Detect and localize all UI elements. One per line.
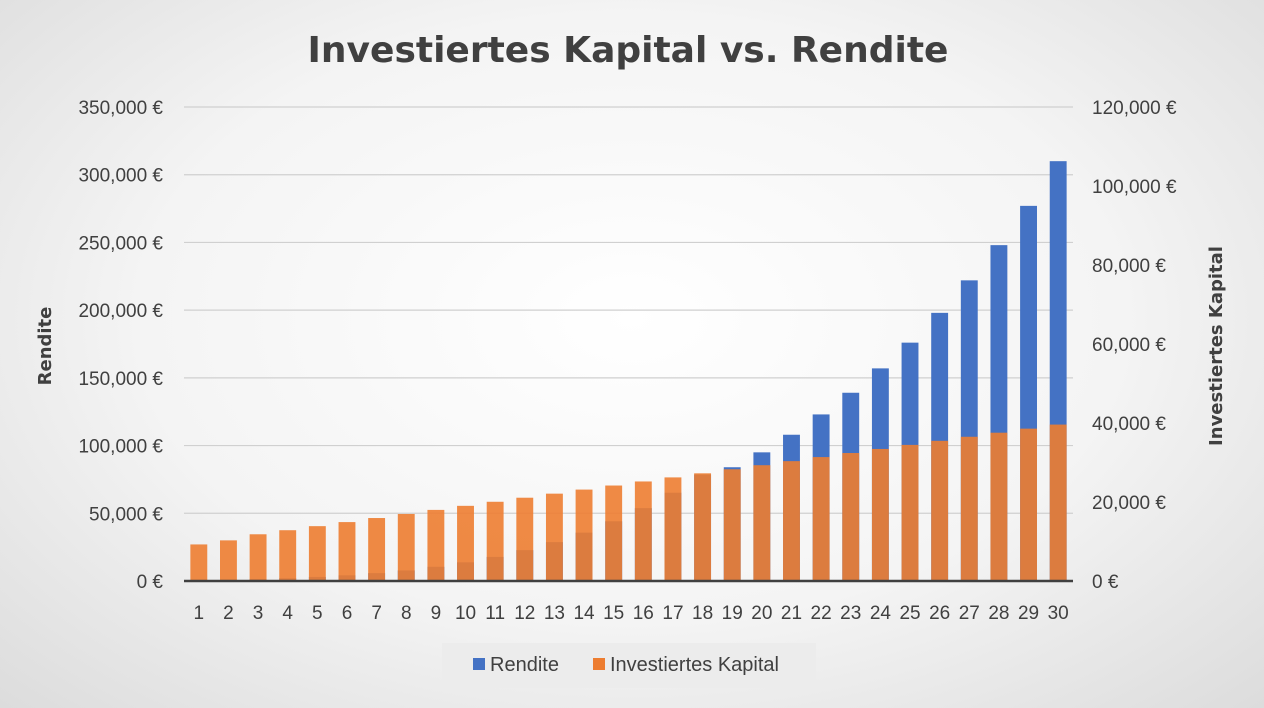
bar-investiertes-kapital [368,518,386,581]
bar-investiertes-kapital [249,534,267,581]
x-tick-label: 12 [514,603,535,624]
x-tick-label: 3 [253,603,264,624]
right-axis-ticks: 0 € 20,000 € 40,000 € 60,000 € 80,000 € 100,0… [1092,98,1177,593]
bar-investiertes-kapital [516,497,534,581]
kapital-series [190,424,1067,581]
right-tick-label: 80,000 € [1092,256,1166,277]
bar-investiertes-kapital [190,544,208,581]
bar-investiertes-kapital [545,493,563,581]
x-tick-label: 15 [603,603,624,624]
left-tick-label: 100,000 € [78,437,163,458]
x-tick-label: 14 [573,603,595,624]
legend-label-kapital: Investiertes Kapital [610,654,779,676]
bar-investiertes-kapital [575,489,593,581]
bar-investiertes-kapital [220,540,237,581]
x-tick-label: 25 [899,603,920,624]
x-tick-label: 11 [485,603,505,624]
gridlines [184,106,1073,514]
left-tick-label: 350,000 € [78,98,163,119]
x-tick-label: 5 [312,603,323,624]
x-tick-label: 8 [401,603,412,624]
left-tick-label: 150,000 € [78,369,163,390]
left-tick-label: 250,000 € [78,233,163,254]
x-tick-label: 1 [194,603,205,624]
bar-investiertes-kapital [279,530,297,581]
bar-investiertes-kapital [871,448,889,581]
bar-investiertes-kapital [1020,428,1037,581]
x-tick-label: 27 [959,603,980,624]
x-tick-label: 19 [722,603,743,624]
bar-investiertes-kapital [812,457,830,581]
x-tick-label: 29 [1018,603,1039,624]
x-tick-label: 6 [342,603,353,624]
bar-investiertes-kapital [397,513,415,581]
x-tick-label: 28 [988,603,1009,624]
bar-investiertes-kapital [486,501,504,581]
left-axis-ticks: 0 € 50,000 € 100,000 € 150,000 € 200,000 € 25… [78,98,163,593]
x-tick-label: 21 [781,603,802,624]
x-tick-label: 20 [751,603,772,624]
x-tick-label: 10 [455,603,476,624]
left-tick-label: 200,000 € [78,301,163,322]
legend: Rendite Investiertes Kapital [442,643,816,688]
x-tick-label: 22 [811,603,832,624]
right-tick-label: 20,000 € [1092,493,1166,514]
bar-investiertes-kapital [634,481,652,581]
x-tick-label: 30 [1048,603,1069,624]
bar-investiertes-kapital [664,477,682,581]
bar-investiertes-kapital [901,444,919,581]
x-tick-label: 2 [223,603,234,624]
right-tick-label: 60,000 € [1092,335,1166,356]
x-tick-label: 17 [662,603,683,624]
legend-label-rendite: Rendite [490,654,559,676]
bar-investiertes-kapital [842,453,860,581]
bar-investiertes-kapital [457,505,474,581]
legend-swatch-rendite [473,658,485,670]
right-tick-label: 100,000 € [1092,177,1177,198]
bar-investiertes-kapital [427,509,445,581]
x-tick-label: 26 [929,603,950,624]
left-axis-title: Rendite [35,307,56,386]
right-tick-label: 0 € [1092,572,1119,593]
x-tick-label: 7 [371,603,382,624]
x-tick-label: 13 [544,603,565,624]
x-tick-label: 23 [840,603,861,624]
right-tick-label: 120,000 € [1092,98,1177,119]
bar-investiertes-kapital [694,473,712,581]
x-tick-label: 4 [282,603,293,624]
x-tick-label: 18 [692,603,713,624]
legend-swatch-kapital [593,658,605,670]
chart-title: Investiertes Kapital vs. Rendite [308,30,949,71]
bar-investiertes-kapital [1049,424,1067,581]
legend-background [442,643,816,688]
bar-investiertes-kapital [723,469,741,581]
bar-investiertes-kapital [338,522,356,581]
bar-investiertes-kapital [960,436,978,581]
right-tick-label: 40,000 € [1092,414,1166,435]
bar-investiertes-kapital [931,440,949,581]
x-tick-label: 16 [633,603,654,624]
bar-investiertes-kapital [308,526,326,581]
x-tick-label: 9 [431,603,442,624]
left-tick-label: 0 € [137,572,164,593]
right-axis-title: Investiertes Kapital [1206,246,1227,446]
bar-investiertes-kapital [753,465,771,581]
bar-investiertes-kapital [605,485,623,581]
left-tick-label: 300,000 € [78,166,163,187]
x-axis-ticks: 1 2 3 4 5 6 7 8 9 10 11 12 13 14 15 16 17 18 19 20 21 22 23 24 2… [194,603,1069,624]
bar-investiertes-kapital [990,432,1008,581]
bar-investiertes-kapital [783,461,800,581]
x-tick-label: 24 [870,603,892,624]
left-tick-label: 50,000 € [89,504,163,525]
